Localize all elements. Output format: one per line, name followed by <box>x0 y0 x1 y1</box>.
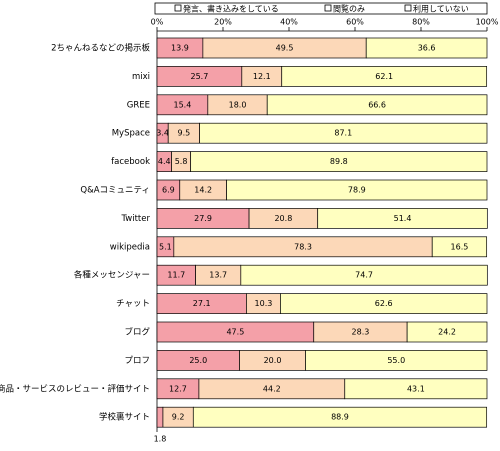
value-label: 51.4 <box>394 214 412 223</box>
value-label: 1.8 <box>154 435 167 444</box>
value-label: 16.5 <box>451 242 469 251</box>
value-label: 11.7 <box>167 271 185 280</box>
value-label: 88.9 <box>331 413 349 422</box>
bar-segment <box>192 406 488 428</box>
bar-segment <box>344 378 488 400</box>
value-label: 66.6 <box>368 100 386 109</box>
x-tick-label: 40% <box>280 18 298 27</box>
value-label: 36.6 <box>418 44 436 53</box>
value-label: 28.3 <box>352 328 370 337</box>
value-label: 49.5 <box>276 44 294 53</box>
value-label: 78.3 <box>294 242 312 251</box>
value-label: 20.0 <box>264 356 282 365</box>
category-label: チャット <box>116 299 150 309</box>
value-label: 9.5 <box>178 129 191 138</box>
x-tick-label: 100% <box>476 18 499 27</box>
value-label: 62.1 <box>375 72 393 81</box>
category-label: ブログ <box>124 327 150 338</box>
bar-segment <box>240 264 488 286</box>
value-label: 18.0 <box>229 100 247 109</box>
value-label: 44.2 <box>263 384 281 393</box>
category-label: 学校裏サイト <box>99 412 150 423</box>
value-label: 5.8 <box>175 157 188 166</box>
legend-label: 発言、書き込みをしている <box>183 4 279 14</box>
bar-segment <box>431 236 488 258</box>
category-label: GREE <box>127 100 150 110</box>
value-label: 4.4 <box>158 157 171 166</box>
bar-segment <box>281 66 488 87</box>
bar-segment <box>365 37 488 59</box>
value-label: 15.4 <box>174 100 192 109</box>
category-label: facebook <box>111 157 150 167</box>
value-label: 3.4 <box>156 129 169 138</box>
category-label: 商品・サービスのレビュー・評価サイト <box>0 383 150 394</box>
bar-segment <box>266 94 488 116</box>
value-label: 27.9 <box>194 214 212 223</box>
category-label: wikipedia <box>110 242 150 252</box>
value-label: 24.2 <box>438 328 456 337</box>
bar-segment <box>156 406 164 428</box>
value-label: 25.0 <box>189 356 207 365</box>
category-label: Q&Aコミュニティ <box>80 186 150 196</box>
bar-segment <box>199 122 488 144</box>
value-label: 10.3 <box>255 299 273 308</box>
legend-label: 利用していない <box>413 4 469 14</box>
x-tick-label: 80% <box>412 18 430 27</box>
value-label: 87.1 <box>334 129 352 138</box>
value-label: 13.7 <box>209 271 227 280</box>
value-label: 14.2 <box>194 186 212 195</box>
x-tick-label: 20% <box>214 18 232 27</box>
value-label: 47.5 <box>226 328 244 337</box>
category-label: Twitter <box>121 214 151 224</box>
x-tick-label: 0% <box>151 18 164 27</box>
value-label: 25.7 <box>190 72 208 81</box>
x-tick-label: 60% <box>346 18 364 27</box>
category-label: mixi <box>132 72 150 82</box>
bar-segment <box>280 293 488 314</box>
value-label: 55.0 <box>387 356 405 365</box>
category-label: MySpace <box>112 129 150 139</box>
value-label: 27.1 <box>193 299 211 308</box>
legend-swatch <box>324 4 332 12</box>
value-label: 12.1 <box>253 72 271 81</box>
bar-segment <box>190 151 488 172</box>
value-label: 78.9 <box>348 186 366 195</box>
legend-swatch <box>404 4 412 12</box>
legend-box <box>154 2 488 15</box>
category-label: 各種メッセンジャー <box>74 270 150 281</box>
value-label: 9.2 <box>172 413 185 422</box>
category-label: 2ちゃんねるなどの掲示板 <box>51 43 150 54</box>
value-label: 89.8 <box>330 157 348 166</box>
value-label: 20.8 <box>274 214 292 223</box>
category-label: プロフ <box>124 356 150 366</box>
value-label: 43.1 <box>407 384 425 393</box>
value-label: 6.9 <box>162 186 175 195</box>
bar-segment <box>406 321 488 343</box>
bar-segment <box>317 208 488 229</box>
legend-label: 閲覧のみ <box>333 4 365 14</box>
value-label: 74.7 <box>355 271 373 280</box>
value-label: 5.1 <box>159 242 172 251</box>
legend-swatch <box>174 4 182 12</box>
value-label: 12.7 <box>169 384 187 393</box>
bar-segment <box>226 179 488 201</box>
value-label: 62.6 <box>375 299 393 308</box>
bar-segment <box>305 350 488 371</box>
value-label: 13.9 <box>171 44 189 53</box>
